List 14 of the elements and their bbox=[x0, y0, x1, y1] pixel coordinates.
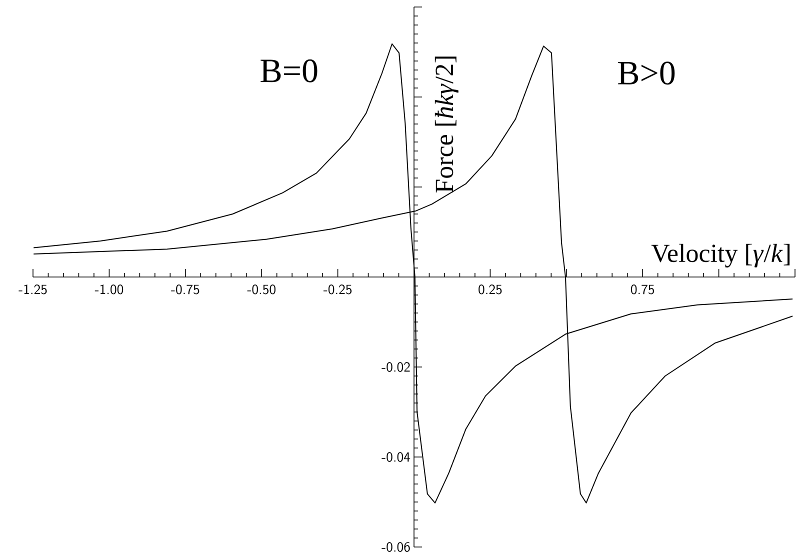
x-tick-label: -1.00 bbox=[94, 284, 124, 294]
x-tick-label: -1.25 bbox=[18, 284, 47, 294]
y-axis-title: Force [ħkγ/2] bbox=[434, 56, 458, 193]
x-tick-label: 0.75 bbox=[630, 284, 654, 294]
x-tick-label: -0.75 bbox=[171, 284, 200, 294]
x-axis-title: Velocity [γ/k] bbox=[651, 244, 790, 268]
y-tick-label: -0.02 bbox=[382, 362, 410, 372]
x-tick-label: -0.50 bbox=[247, 284, 276, 294]
x-tick-label: 0.25 bbox=[478, 284, 502, 294]
series-label: B>0 bbox=[618, 62, 675, 85]
x-tick-label: -0.25 bbox=[323, 284, 352, 294]
series-label: B=0 bbox=[260, 59, 318, 82]
y-tick-label: -0.04 bbox=[382, 452, 410, 462]
y-tick-label: -0.06 bbox=[382, 542, 410, 552]
